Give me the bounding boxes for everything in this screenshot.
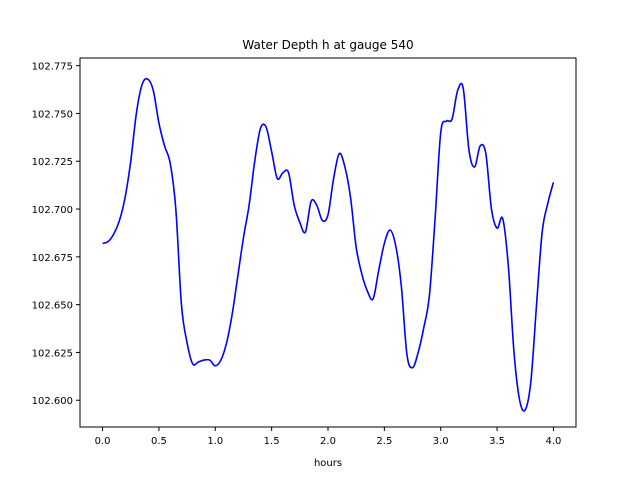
x-tick-label: 1.5 <box>264 436 280 447</box>
y-tick-label: 102.675 <box>32 253 73 264</box>
y-tick-label: 102.625 <box>32 348 73 359</box>
x-tick-label: 2.5 <box>376 436 392 447</box>
x-axis: 0.0 0.5 1.0 1.5 2.0 2.5 3.0 3.5 4.0 <box>95 427 562 447</box>
y-axis: 102.600 102.625 102.650 102.675 102.700 102.7… <box>32 62 80 407</box>
y-tick-label: 102.650 <box>32 301 73 312</box>
chart-title: Water Depth h at gauge 540 <box>242 38 413 52</box>
y-tick-label: 102.775 <box>32 62 73 73</box>
x-tick-label: 2.0 <box>320 436 336 447</box>
x-tick-label: 0.0 <box>95 436 111 447</box>
x-axis-label: hours <box>314 458 342 469</box>
x-tick-label: 3.0 <box>433 436 449 447</box>
x-tick-label: 4.0 <box>546 436 562 447</box>
water-depth-line <box>102 77 555 412</box>
y-tick-label: 102.750 <box>32 109 73 120</box>
x-tick-label: 1.0 <box>207 436 223 447</box>
y-tick-label: 102.725 <box>32 157 73 168</box>
y-tick-label: 102.700 <box>32 205 73 216</box>
x-tick-label: 3.5 <box>489 436 505 447</box>
x-tick-label: 0.5 <box>151 436 167 447</box>
series-layer <box>102 77 555 412</box>
y-tick-label: 102.600 <box>32 396 73 407</box>
